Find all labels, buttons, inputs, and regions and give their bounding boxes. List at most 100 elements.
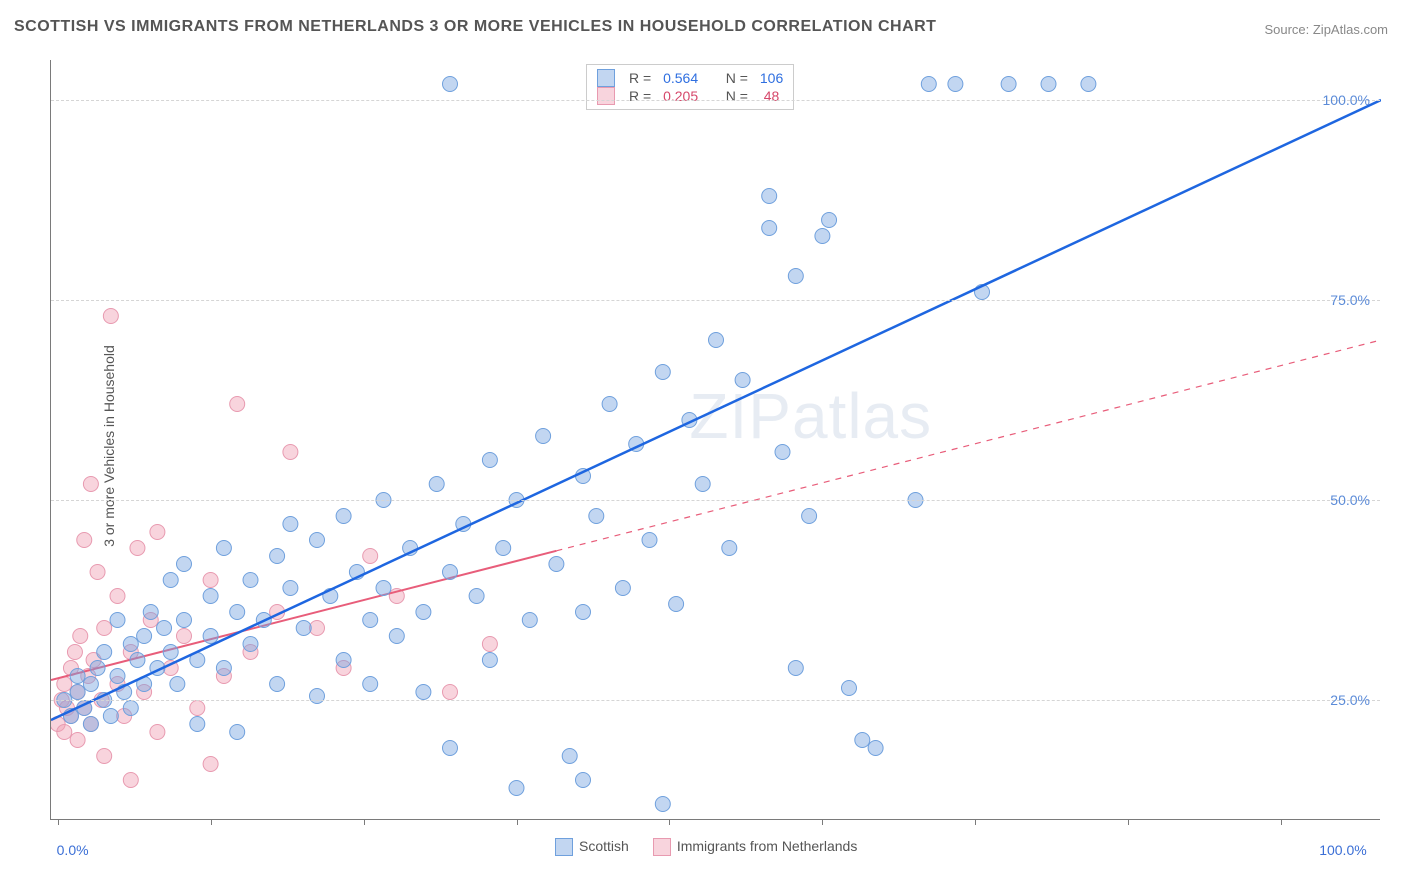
scottish-point [177,557,192,572]
scottish-point [576,605,591,620]
netherlands-point [482,637,497,652]
scottish-point [363,677,378,692]
scottish-point [615,581,630,596]
scottish-point [130,653,145,668]
netherlands-point [67,645,82,660]
correlation-row-scottish: R = 0.564 N = 106 [597,69,783,87]
scottish-point [90,661,105,676]
scottish-point [110,613,125,628]
x-tick-mark [517,819,518,825]
netherlands-point [97,621,112,636]
scottish-point [143,605,158,620]
scottish-point [376,581,391,596]
scottish-point [522,613,537,628]
scottish-point [642,533,657,548]
netherlands-point [83,477,98,492]
gridline [51,300,1380,301]
x-axis-label: 0.0% [57,842,89,858]
scottish-point [416,685,431,700]
r-label: R = [629,70,651,86]
scottish-point [103,709,118,724]
scottish-point [842,681,857,696]
netherlands-point [177,629,192,644]
legend-swatch [597,69,615,87]
netherlands-point [190,701,205,716]
scottish-point [203,629,218,644]
r-label: R = [629,88,651,104]
scottish-point [576,773,591,788]
scottish-point [482,453,497,468]
netherlands-point [130,541,145,556]
scottish-point [83,677,98,692]
scottish-point [775,445,790,460]
netherlands-point [77,533,92,548]
scottish-point [709,333,724,348]
scottish-point [216,541,231,556]
scottish-point [669,597,684,612]
scottish-point [562,749,577,764]
scottish-point [496,541,511,556]
scottish-point [270,677,285,692]
netherlands-point [443,685,458,700]
scottish-point [336,653,351,668]
scottish-point [83,717,98,732]
scottish-point [1081,77,1096,92]
netherlands-point [363,549,378,564]
scottish-point [921,77,936,92]
scottish-point [589,509,604,524]
scottish-point [230,605,245,620]
gridline [51,500,1380,501]
y-tick-label: 50.0% [1330,492,1370,508]
scottish-point [177,613,192,628]
netherlands-point [203,757,218,772]
scottish-point [469,589,484,604]
y-tick-label: 25.0% [1330,692,1370,708]
correlation-legend: R = 0.564 N = 106R = 0.205 N = 48 [586,64,794,110]
netherlands-point [103,309,118,324]
scottish-point [310,689,325,704]
scottish-point [416,605,431,620]
scottish-point [216,661,231,676]
netherlands-point [230,397,245,412]
netherlands-point [70,733,85,748]
scottish-point [157,621,172,636]
scottish-point [283,517,298,532]
scottish-point [190,717,205,732]
scottish-point [695,477,710,492]
n-value: 48 [756,88,779,104]
r-value: 0.205 [659,88,698,104]
scottish-point [170,677,185,692]
scottish-point [1041,77,1056,92]
netherlands-point [110,589,125,604]
n-value: 106 [756,70,783,86]
gridline [51,100,1380,101]
netherlands-point [73,629,88,644]
netherlands-point [97,749,112,764]
plot-svg [51,60,1381,820]
scottish-point [735,373,750,388]
scottish-point [482,653,497,668]
n-label: N = [726,88,748,104]
legend-swatch [653,838,671,856]
n-label: N = [726,70,748,86]
scottish-point [655,797,670,812]
scottish-point [788,269,803,284]
scottish-point [283,581,298,596]
netherlands-point [90,565,105,580]
scottish-point [443,741,458,756]
scottish-point [655,365,670,380]
scottish-point [70,685,85,700]
netherlands-point [150,725,165,740]
netherlands-point [150,525,165,540]
scottish-point [429,477,444,492]
series-legend: ScottishImmigrants from Netherlands [555,838,857,856]
scottish-point [243,637,258,652]
scottish-point [762,189,777,204]
scottish-point [443,77,458,92]
scottish-point [163,645,178,660]
scottish-point [363,613,378,628]
chart-title: SCOTTISH VS IMMIGRANTS FROM NETHERLANDS … [14,18,936,36]
x-axis-label: 100.0% [1319,842,1366,858]
scottish-point [123,701,138,716]
scottish-point [1001,77,1016,92]
